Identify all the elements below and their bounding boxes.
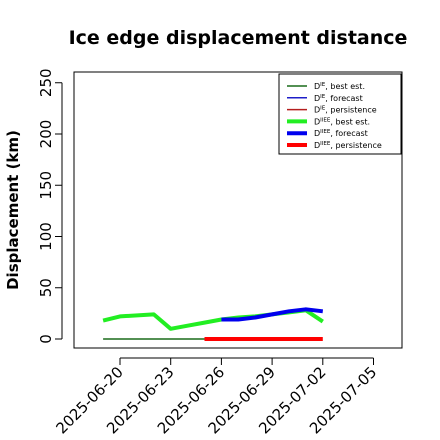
y-tick-label: 150 <box>37 171 55 200</box>
y-tick-label: 100 <box>37 222 55 251</box>
series-layer <box>102 307 324 341</box>
series-line-5 <box>221 307 324 322</box>
legend-label-6: DIIEE, persistence <box>314 141 382 150</box>
y-axis: 0 50 100 150 200 250 <box>37 68 63 344</box>
y-tick-label: 50 <box>37 278 55 297</box>
legend: DIE, best est. DIE, forecast DIE, persiste… <box>278 73 402 155</box>
y-tick-label: 250 <box>37 68 55 97</box>
legend-label-2: DIE, forecast <box>314 94 363 103</box>
y-tick-label: 200 <box>37 120 55 149</box>
legend-box <box>278 73 402 155</box>
plot-area <box>73 71 403 349</box>
legend-label-3: DIE, persistence <box>314 106 377 115</box>
x-axis: 2025-06-202025-06-232025-06-262025-06-29… <box>52 357 380 437</box>
y-axis-label: Displacement (km) <box>4 130 22 290</box>
legend-label-4: DIIEE, best est. <box>314 117 370 126</box>
chart-title: Ice edge displacement distance <box>69 27 408 49</box>
y-tick-label: 0 <box>37 334 55 344</box>
legend-label-5: DIIEE, forecast <box>314 129 368 138</box>
legend-label-1: DIE, best est. <box>314 82 365 91</box>
